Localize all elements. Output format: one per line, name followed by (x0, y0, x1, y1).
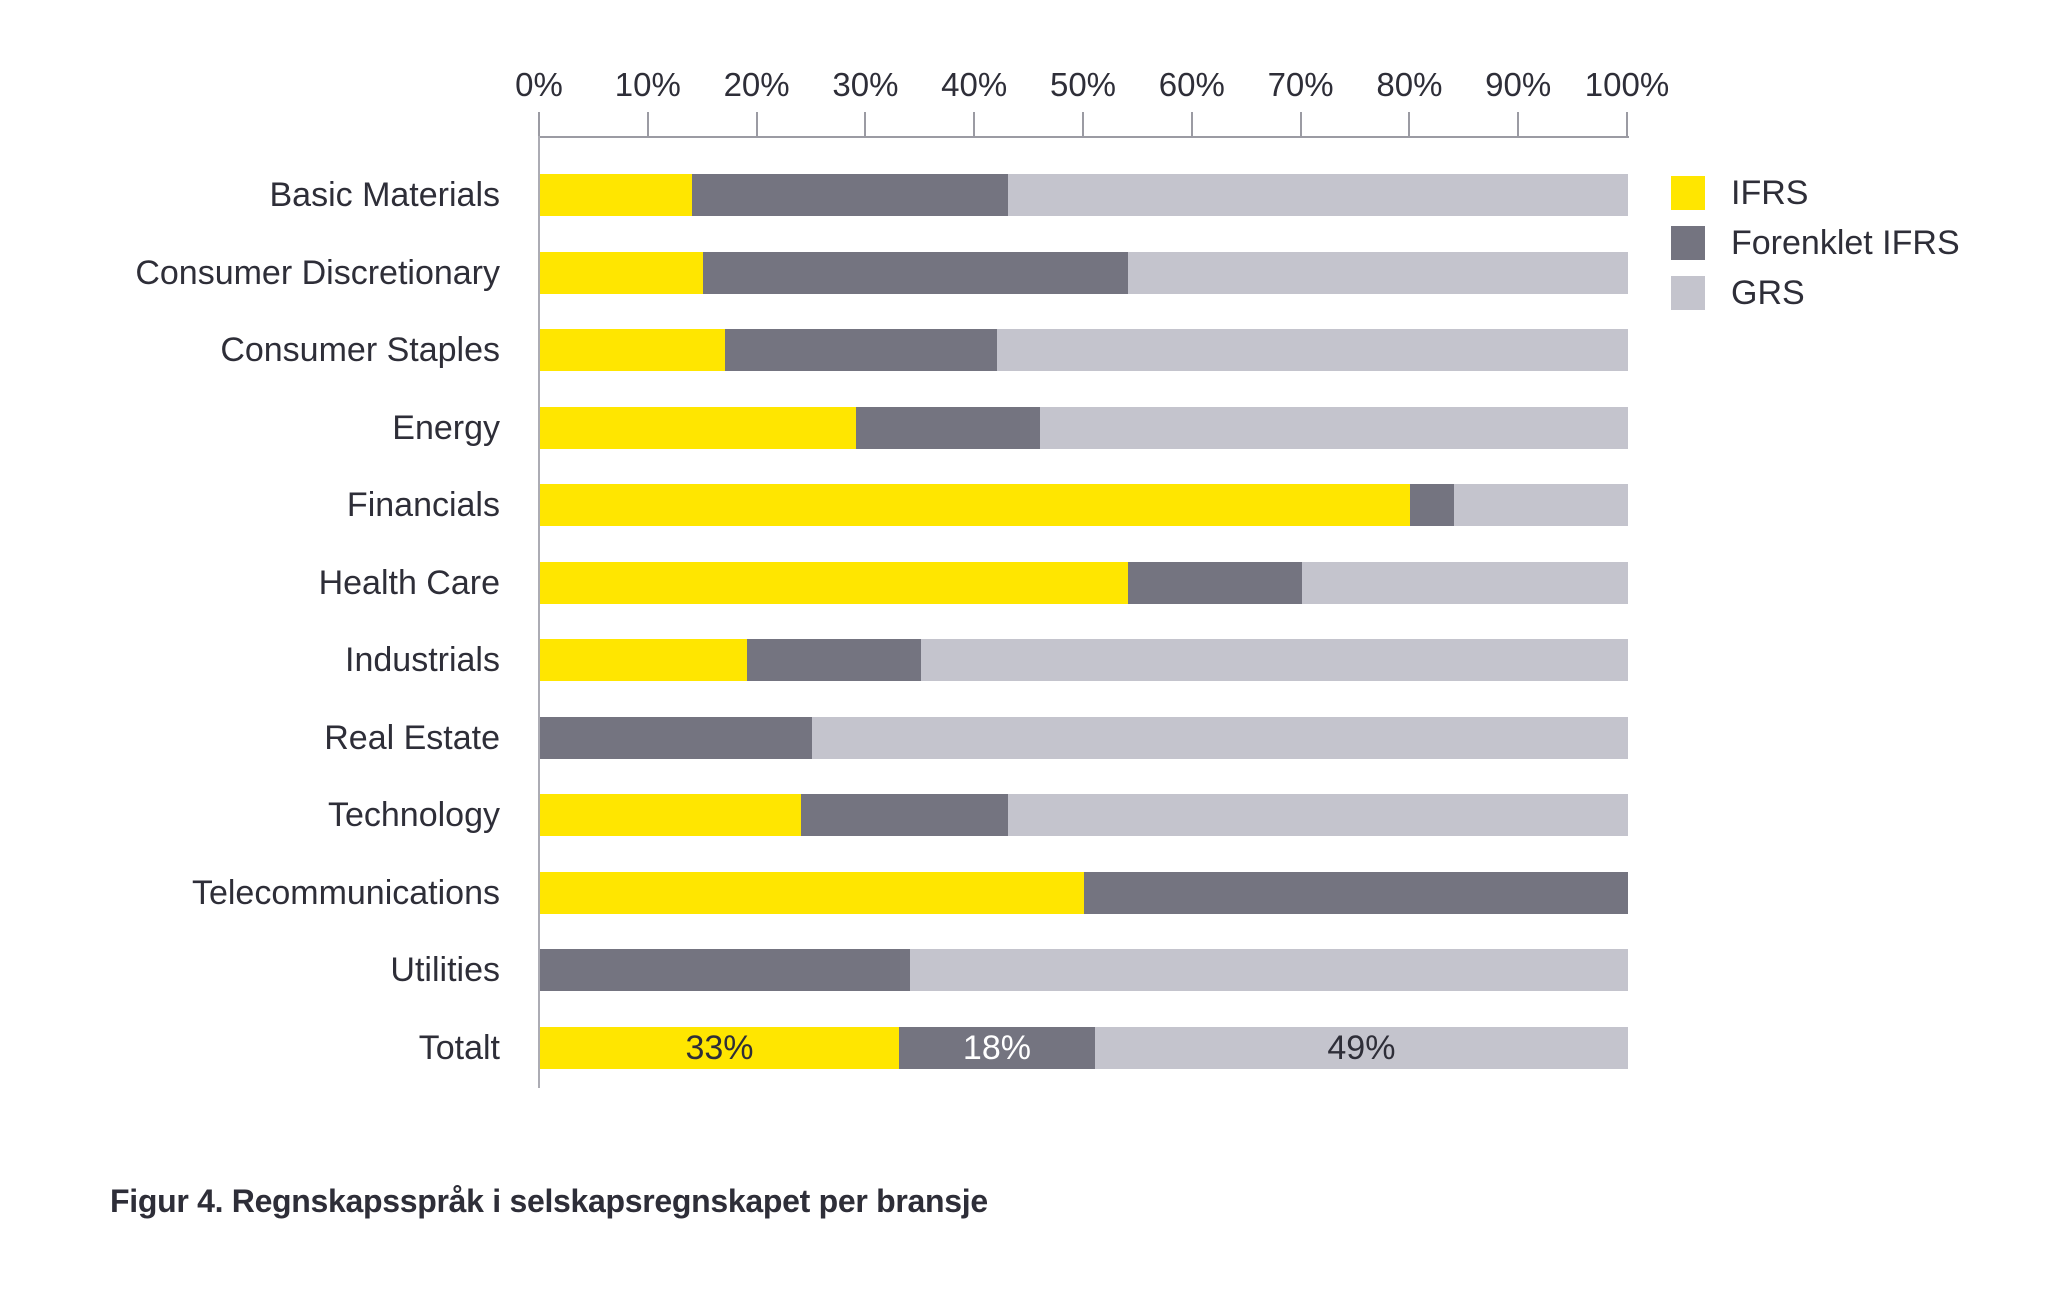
bar-segment-forenklet-ifrs (540, 716, 812, 759)
bar-segment-grs: 49% (1094, 1026, 1628, 1069)
bar-segment-grs (996, 329, 1628, 371)
stacked-bar (540, 639, 1628, 681)
x-axis-tick-label: 100% (1584, 66, 1670, 103)
x-axis-tick-label: 20% (723, 66, 790, 103)
bar-segment-ifrs: 33% (540, 1026, 900, 1069)
x-axis-tick (538, 112, 540, 138)
legend-label: IFRS (1731, 173, 1809, 212)
stacked-bar (540, 251, 1628, 294)
bar-segment-grs (920, 639, 1628, 681)
category-label: Totalt (418, 1028, 500, 1067)
category-label: Health Care (318, 563, 500, 602)
y-axis-line (538, 136, 540, 1088)
bar-segment-forenklet-ifrs (703, 251, 1128, 294)
category-label: Industrials (345, 641, 500, 679)
legend-item: IFRS (1671, 168, 1960, 218)
bar-segment-forenklet-ifrs (724, 329, 997, 371)
x-axis-tick (1082, 112, 1084, 138)
x-axis-tick (864, 112, 867, 138)
bar-segment-ifrs (540, 871, 1084, 914)
category-label: Utilities (390, 951, 500, 989)
stacked-bar: 33% 18% 49% (540, 1026, 1628, 1069)
bar-segment-forenklet-ifrs (855, 406, 1041, 449)
legend-item: GRS (1671, 268, 1960, 318)
bar-segment-forenklet-ifrs (1410, 484, 1454, 526)
bar-segment-ifrs (540, 639, 747, 681)
x-axis-tick (1299, 112, 1302, 138)
bar-segment-forenklet-ifrs (540, 949, 910, 991)
legend-label: GRS (1731, 273, 1805, 312)
stacked-bar (540, 406, 1628, 449)
x-axis-tick-label: 50% (1049, 66, 1117, 103)
stacked-bar (540, 949, 1628, 991)
bar-segment-grs (1301, 561, 1628, 604)
x-axis-tick (1190, 112, 1193, 138)
x-axis-tick (1626, 112, 1628, 138)
category-label: Real Estate (324, 718, 500, 757)
bar-segment-grs (1453, 484, 1628, 526)
legend-swatch-forenklet-ifrs (1671, 226, 1705, 260)
category-label: Consumer Discretionary (135, 253, 500, 292)
stacked-bar (540, 871, 1628, 914)
bar-segment-grs (1127, 251, 1628, 294)
bar-segment-ifrs (540, 174, 693, 216)
bar-segment-forenklet-ifrs (1127, 561, 1302, 604)
bar-segment-forenklet-ifrs (1084, 871, 1628, 914)
bar-segment-forenklet-ifrs (801, 794, 1008, 836)
legend: IFRS Forenklet IFRS GRS (1671, 168, 1960, 318)
x-axis-tick-label: 0% (515, 66, 563, 103)
x-axis-tick-label: 40% (941, 66, 1008, 103)
stacked-bar (540, 716, 1628, 759)
bar-segment-ifrs (540, 406, 856, 449)
x-axis-tick-label: 10% (614, 66, 681, 103)
category-label: Telecommunications (191, 873, 500, 912)
x-axis-tick-label: 80% (1376, 66, 1443, 103)
legend-item: Forenklet IFRS (1671, 218, 1960, 268)
bar-segment-ifrs (540, 561, 1128, 604)
bar-segment-grs (812, 716, 1628, 759)
bar-segment-forenklet-ifrs: 18% (899, 1026, 1095, 1069)
category-label: Consumer Staples (220, 331, 500, 369)
bar-segment-ifrs (540, 329, 725, 371)
category-label: Basic Materials (269, 176, 500, 214)
x-axis-tick-label: 90% (1485, 66, 1552, 103)
bar-segment-grs (1007, 794, 1628, 836)
stacked-bar (540, 561, 1628, 604)
bar-segment-forenklet-ifrs (746, 639, 921, 681)
stacked-bar (540, 484, 1628, 526)
bar-segment-value: 18% (962, 1028, 1031, 1067)
category-label: Technology (327, 796, 500, 834)
x-axis-tick (1408, 112, 1411, 138)
x-axis-tick (646, 112, 649, 138)
x-axis-tick-label: 70% (1267, 66, 1334, 103)
bar-segment-ifrs (540, 484, 1411, 526)
legend-label: Forenklet IFRS (1731, 223, 1960, 262)
bar-segment-grs (1040, 406, 1628, 449)
bar-segment-forenklet-ifrs (692, 174, 1008, 216)
bar-segment-grs (1007, 174, 1628, 216)
bar-segment-ifrs (540, 794, 802, 836)
x-axis-tick-label: 30% (832, 66, 899, 103)
category-label: Financials (346, 486, 500, 524)
stacked-bar (540, 174, 1628, 216)
bar-segment-value: 33% (685, 1028, 754, 1067)
bar-segment-ifrs (540, 251, 704, 294)
legend-swatch-ifrs (1671, 176, 1705, 210)
bar-segment-value: 49% (1327, 1028, 1396, 1067)
x-axis-tick (1517, 112, 1520, 138)
x-axis-tick-label: 60% (1158, 66, 1225, 103)
x-axis-tick (973, 112, 976, 138)
legend-swatch-grs (1671, 276, 1705, 310)
x-axis-tick (755, 112, 758, 138)
category-label: Energy (392, 408, 500, 447)
figure-caption: Figur 4. Regnskapsspråk i selskapsregnsk… (110, 1183, 988, 1219)
stacked-bar (540, 329, 1628, 371)
stacked-bar (540, 794, 1628, 836)
bar-segment-grs (909, 949, 1628, 991)
